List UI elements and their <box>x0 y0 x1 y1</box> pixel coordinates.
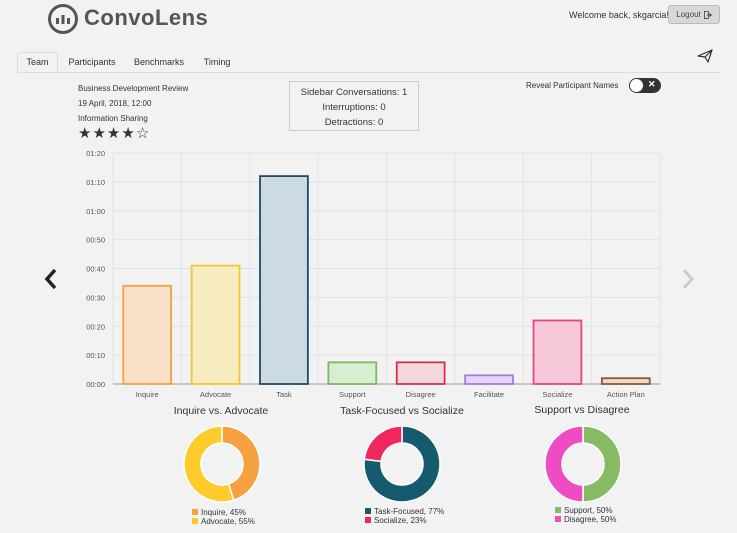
donut-title-inquire-advocate: Inquire vs. Advocate <box>173 405 269 417</box>
legend-label: Support, 50% <box>564 506 613 515</box>
legend-label: Advocate, 55% <box>201 517 255 526</box>
star-icon: ★ <box>106 125 122 142</box>
y-tick-label: 00:00 <box>86 380 105 389</box>
donut-slice <box>582 425 622 503</box>
reveal-names-toggle[interactable]: ✕ <box>629 78 661 93</box>
legend-label: Task-Focused, 77% <box>374 507 445 516</box>
y-tick-label: 01:10 <box>86 178 105 187</box>
bar-disagree <box>395 361 446 385</box>
logout-icon <box>703 10 712 19</box>
welcome-text: Welcome back, skgarcia! <box>569 10 669 20</box>
reveal-names-label: Reveal Participant Names <box>526 81 619 90</box>
bar-socialize <box>532 319 583 385</box>
donut-slice <box>183 425 235 503</box>
app-title: ConvoLens <box>84 5 209 30</box>
legend-item: Advocate, 55% <box>192 517 255 526</box>
x-tick-label: Inquire <box>136 390 159 399</box>
legend-swatch <box>192 518 198 524</box>
send-icon[interactable] <box>697 49 713 68</box>
meeting-datetime: 19 April, 2018, 12:00 <box>78 99 152 108</box>
x-tick-label: Action Plan <box>607 390 645 399</box>
star-icon: ★ <box>78 125 93 142</box>
star-icon: ★ <box>92 125 107 142</box>
donut-slice <box>363 425 441 503</box>
bar-advocate <box>190 264 241 385</box>
close-icon: ✕ <box>648 79 656 89</box>
legend-swatch <box>555 507 561 513</box>
legend-item: Socialize, 23% <box>365 516 444 525</box>
tab-timing[interactable]: Timing <box>203 57 231 67</box>
detractions: Detractions: 0 <box>324 117 384 128</box>
legend-item: Inquire, 45% <box>192 508 255 517</box>
legend-swatch <box>555 516 561 522</box>
tab-benchmarks[interactable]: Benchmarks <box>133 57 185 67</box>
y-tick-label: 01:00 <box>86 207 105 216</box>
tabs-divider <box>17 72 720 73</box>
x-tick-label: Advocate <box>200 390 231 399</box>
x-tick-label: Socialize <box>542 390 572 399</box>
bar-action-plan <box>600 377 651 385</box>
tab-participants[interactable]: Participants <box>68 57 116 67</box>
time-bar-chart: 00:00 00:10 00:20 00:30 00:40 00:50 01:00 01:10… <box>86 149 661 399</box>
chevron-left-icon[interactable] <box>44 266 58 297</box>
sidebar-conversations: Sidebar Conversations: 1 <box>300 87 408 98</box>
chevron-right-icon[interactable] <box>681 266 695 297</box>
x-tick-label: Disagree <box>406 390 436 399</box>
rating-label: Information Sharing <box>78 114 148 123</box>
y-tick-label: 00:20 <box>86 322 105 331</box>
x-tick-label: Task <box>276 390 292 399</box>
legend-swatch <box>365 517 371 523</box>
legend-item: Support, 50% <box>555 506 616 515</box>
y-tick-label: 00:50 <box>86 236 105 245</box>
y-tick-label: 00:10 <box>86 351 105 360</box>
logout-label: Logout <box>676 10 701 19</box>
legend-swatch <box>365 508 371 514</box>
donut-slice <box>221 425 261 502</box>
logout-button[interactable]: Logout <box>668 5 720 24</box>
legend-swatch <box>192 509 198 515</box>
legend-item: Task-Focused, 77% <box>365 507 444 516</box>
donut-slice <box>363 425 403 463</box>
bar-inquire <box>122 284 173 385</box>
x-tick-label: Support <box>339 390 366 399</box>
bar-task <box>259 175 309 385</box>
star-rating: ★★★★☆ <box>78 124 150 142</box>
interruptions: Interruptions: 0 <box>322 102 386 113</box>
donut-title-task-socialize: Task-Focused vs Socialize <box>340 405 464 417</box>
star-icon: ★ <box>121 125 136 142</box>
legend-support-disagree: Support, 50% Disagree, 50% <box>555 506 616 524</box>
tab-team[interactable]: Team <box>17 52 58 72</box>
y-tick-label: 00:40 <box>86 265 105 274</box>
legend-label: Socialize, 23% <box>374 516 427 525</box>
legend-label: Inquire, 45% <box>201 508 246 517</box>
legend-inquire-advocate: Inquire, 45% Advocate, 55% <box>192 508 255 526</box>
bar-support <box>327 361 378 385</box>
legend-item: Disagree, 50% <box>555 515 616 524</box>
bar-facilitate <box>464 374 514 385</box>
y-tick-label: 00:30 <box>86 293 105 302</box>
x-tick-label: Facilitate <box>474 390 504 399</box>
logo-icon <box>48 4 78 34</box>
donut-slice <box>544 425 584 503</box>
legend-task-socialize: Task-Focused, 77% Socialize, 23% <box>365 507 444 525</box>
star-icon: ☆ <box>135 125 151 142</box>
y-tick-label: 01:20 <box>86 149 105 158</box>
donut-title-support-disagree: Support vs Disagree <box>534 404 630 416</box>
toggle-knob <box>630 79 643 92</box>
legend-label: Disagree, 50% <box>564 515 617 524</box>
stats-box: Sidebar Conversations: 1 Interruptions: … <box>289 81 419 131</box>
meeting-title: Business Development Review <box>78 84 189 93</box>
